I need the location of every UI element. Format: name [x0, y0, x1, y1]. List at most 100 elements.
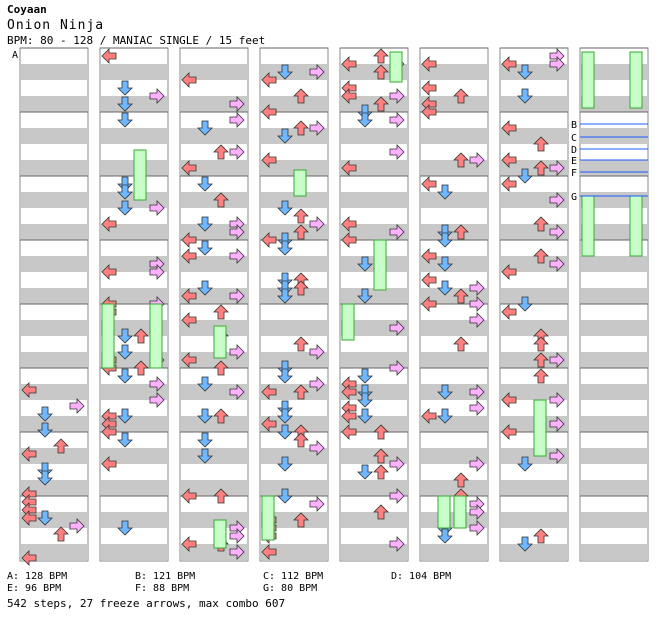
up-arrow	[373, 448, 389, 464]
left-arrow	[341, 88, 357, 104]
beat-band	[261, 416, 328, 432]
down-arrow	[117, 112, 133, 128]
beat-band	[341, 480, 408, 496]
up-arrow	[213, 192, 229, 208]
right-arrow	[389, 112, 405, 128]
right-arrow	[309, 376, 325, 392]
beat-band	[21, 160, 88, 176]
down-arrow	[277, 368, 293, 384]
bpm-marker-a: A	[12, 50, 18, 61]
bpm-marker-b: B	[571, 120, 577, 131]
left-arrow	[261, 416, 277, 432]
down-arrow	[277, 200, 293, 216]
beat-band	[261, 544, 328, 560]
left-arrow	[181, 352, 197, 368]
beat-band	[421, 384, 488, 400]
down-arrow	[37, 510, 53, 526]
beat-band	[21, 416, 88, 432]
down-arrow	[117, 368, 133, 384]
up-arrow	[133, 360, 149, 376]
right-arrow	[469, 400, 485, 416]
beat-band	[261, 480, 328, 496]
beat-band	[341, 512, 408, 528]
beat-band	[101, 448, 168, 464]
beat-band	[501, 96, 568, 112]
left-arrow	[341, 408, 357, 424]
up-arrow	[453, 88, 469, 104]
right-arrow	[549, 256, 565, 272]
beat-band	[581, 160, 648, 176]
beat-band	[21, 544, 88, 560]
beat-band	[181, 544, 248, 560]
beat-band	[341, 416, 408, 432]
right-arrow	[229, 544, 245, 560]
freeze-arrow	[373, 239, 387, 291]
down-arrow	[277, 240, 293, 256]
beat-band	[21, 384, 88, 400]
right-arrow	[229, 112, 245, 128]
beat-band	[581, 544, 648, 560]
down-arrow	[117, 176, 133, 192]
beat-band	[501, 512, 568, 528]
down-arrow	[277, 128, 293, 144]
beat-band	[501, 384, 568, 400]
down-arrow	[37, 406, 53, 422]
beat-band	[261, 160, 328, 176]
beat-band	[341, 192, 408, 208]
bpm-marker-g: G	[571, 192, 577, 203]
right-arrow	[149, 376, 165, 392]
legend-bpm-d: D: 104 BPM	[391, 571, 452, 582]
down-arrow	[117, 520, 133, 536]
left-arrow	[421, 248, 437, 264]
down-arrow	[517, 296, 533, 312]
left-arrow	[421, 104, 437, 120]
left-arrow	[181, 288, 197, 304]
left-arrow	[261, 152, 277, 168]
beat-band	[261, 288, 328, 304]
left-arrow	[421, 272, 437, 288]
beat-band	[101, 544, 168, 560]
right-arrow	[229, 344, 245, 360]
up-arrow	[453, 288, 469, 304]
up-arrow	[533, 216, 549, 232]
down-arrow	[437, 528, 453, 544]
down-arrow	[357, 288, 373, 304]
beat-band	[341, 384, 408, 400]
beat-band	[421, 448, 488, 464]
left-arrow	[341, 424, 357, 440]
beat-band	[341, 352, 408, 368]
freeze-arrow	[101, 303, 115, 369]
beat-band	[261, 320, 328, 336]
down-arrow	[357, 392, 373, 408]
down-arrow	[437, 256, 453, 272]
left-arrow	[101, 424, 117, 440]
left-arrow	[341, 232, 357, 248]
down-arrow	[117, 96, 133, 112]
up-arrow	[133, 328, 149, 344]
beat-band	[21, 192, 88, 208]
left-arrow	[181, 232, 197, 248]
right-arrow	[229, 248, 245, 264]
beat-band	[421, 64, 488, 80]
left-arrow	[21, 446, 37, 462]
down-arrow	[437, 232, 453, 248]
left-arrow	[421, 408, 437, 424]
left-arrow	[421, 56, 437, 72]
beat-band	[21, 96, 88, 112]
beat-band	[421, 256, 488, 272]
beat-band	[581, 480, 648, 496]
bpm-marker-c: C	[571, 133, 577, 144]
freeze-arrow	[437, 495, 451, 529]
down-arrow	[517, 88, 533, 104]
beat-band	[101, 96, 168, 112]
freeze-arrow	[293, 169, 307, 197]
beat-band	[181, 96, 248, 112]
right-arrow	[389, 88, 405, 104]
up-arrow	[293, 512, 309, 528]
right-arrow	[549, 352, 565, 368]
right-arrow	[389, 536, 405, 552]
up-arrow	[533, 528, 549, 544]
legend-bpm-c: C: 112 BPM	[263, 571, 324, 582]
beat-band	[501, 192, 568, 208]
bpm-marker-f: F	[571, 168, 577, 179]
